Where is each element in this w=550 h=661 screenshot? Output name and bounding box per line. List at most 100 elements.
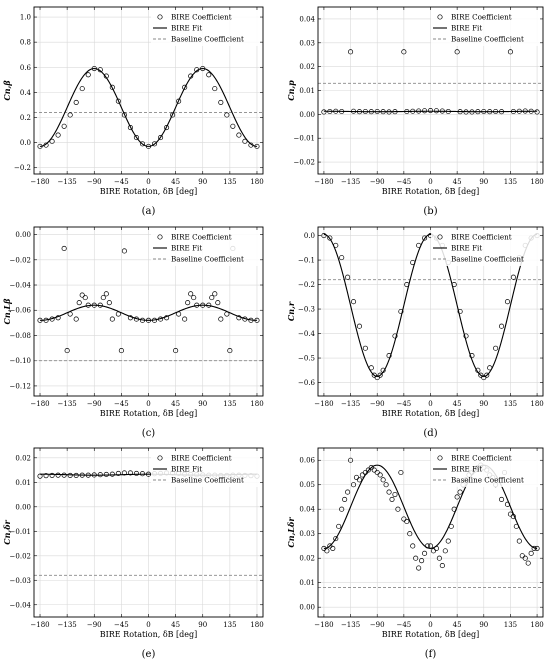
data-point bbox=[339, 108, 345, 115]
x-tick-label: 180 bbox=[250, 178, 263, 186]
data-point bbox=[327, 235, 333, 241]
data-point bbox=[91, 302, 97, 308]
data-point bbox=[356, 323, 362, 329]
data-point bbox=[327, 108, 333, 115]
x-tick-label: 180 bbox=[250, 621, 263, 629]
subplot-b: −180 −135 −90 −45 0 45 90 135 180 −0.02 −0.01 0.00 0… bbox=[286, 6, 544, 217]
data-point bbox=[475, 109, 481, 115]
data-point bbox=[67, 311, 73, 317]
data-point bbox=[200, 65, 206, 72]
data-point bbox=[516, 108, 522, 114]
data-point bbox=[499, 109, 505, 115]
data-point bbox=[333, 536, 339, 542]
x-tick-label: 0 bbox=[146, 400, 150, 408]
x-tick-label: −135 bbox=[341, 400, 360, 408]
data-point bbox=[218, 316, 224, 322]
plot-frame bbox=[317, 447, 544, 618]
data-point bbox=[43, 473, 49, 479]
data-point bbox=[407, 531, 413, 537]
data-point bbox=[481, 375, 487, 381]
legend-marker-points bbox=[157, 455, 163, 461]
data-point bbox=[37, 143, 43, 149]
data-point bbox=[188, 291, 194, 297]
data-point bbox=[410, 259, 416, 266]
data-point bbox=[348, 49, 354, 55]
data-point bbox=[510, 514, 516, 520]
data-point bbox=[392, 491, 398, 498]
x-tick-label: 0 bbox=[428, 621, 432, 629]
data-point bbox=[436, 555, 442, 561]
data-point bbox=[182, 316, 188, 322]
data-point bbox=[507, 49, 513, 55]
data-point bbox=[55, 315, 61, 321]
x-tick-label: −90 bbox=[87, 400, 102, 408]
data-point bbox=[513, 523, 519, 529]
data-point bbox=[91, 472, 97, 478]
data-point bbox=[457, 489, 463, 495]
x-tick-label: 45 bbox=[171, 400, 180, 408]
x-tick-label: −45 bbox=[396, 178, 411, 186]
data-point bbox=[164, 124, 170, 131]
x-tick-label: −180 bbox=[314, 621, 333, 629]
data-point bbox=[185, 300, 191, 306]
x-axis-label: BIRE Rotation, δB [deg] bbox=[100, 630, 198, 639]
data-point bbox=[439, 563, 445, 569]
data-point bbox=[182, 84, 188, 90]
data-point bbox=[133, 316, 139, 322]
fit-line bbox=[40, 304, 257, 321]
data-point bbox=[79, 472, 85, 478]
y-tick-label: 0.00 bbox=[15, 503, 31, 511]
data-point bbox=[377, 472, 383, 478]
data-point bbox=[100, 295, 106, 301]
data-point bbox=[368, 109, 374, 115]
data-point bbox=[97, 67, 103, 73]
x-tick-label: 135 bbox=[223, 178, 236, 186]
x-tick-label: −90 bbox=[87, 178, 102, 186]
data-point bbox=[43, 317, 49, 323]
y-tick-label: −0.03 bbox=[10, 577, 31, 585]
data-point bbox=[350, 299, 357, 305]
data-point bbox=[139, 141, 146, 147]
y-tick-label: −0.4 bbox=[298, 330, 316, 338]
data-point bbox=[371, 467, 377, 473]
data-point bbox=[419, 558, 425, 564]
data-point bbox=[103, 471, 109, 478]
data-point bbox=[451, 282, 457, 288]
data-point bbox=[109, 471, 115, 477]
x-axis-label: BIRE Rotation, δB [deg] bbox=[382, 630, 480, 639]
data-point bbox=[121, 248, 127, 254]
y-tick-label: 0.8 bbox=[20, 39, 31, 47]
data-point bbox=[173, 348, 179, 354]
x-axis-label: BIRE Rotation, δB [deg] bbox=[100, 409, 198, 418]
data-point bbox=[339, 255, 345, 261]
data-point bbox=[389, 496, 395, 502]
data-point bbox=[380, 109, 386, 115]
data-point bbox=[504, 299, 511, 305]
legend-entry: BIRE Coefficient bbox=[451, 13, 512, 22]
data-point bbox=[254, 143, 260, 149]
x-tick-label: −135 bbox=[58, 621, 77, 629]
data-point bbox=[188, 73, 194, 79]
x-tick-label: 0 bbox=[428, 178, 432, 186]
x-tick-label: 45 bbox=[171, 178, 180, 186]
x-tick-label: 90 bbox=[198, 178, 207, 186]
data-point bbox=[145, 317, 152, 323]
data-point bbox=[76, 300, 82, 306]
x-tick-label: −135 bbox=[58, 400, 77, 408]
x-axis-label: BIRE Rotation, δB [deg] bbox=[382, 409, 480, 418]
x-tick-label: 135 bbox=[223, 621, 236, 629]
data-point bbox=[37, 473, 43, 479]
data-point bbox=[442, 548, 448, 554]
x-tick-label: 180 bbox=[250, 400, 263, 408]
data-point bbox=[451, 506, 457, 512]
data-point bbox=[422, 108, 428, 114]
x-tick-label: −45 bbox=[114, 178, 129, 186]
data-point bbox=[422, 235, 428, 241]
legend-entry: BIRE Fit bbox=[171, 24, 202, 33]
y-tick-label: 0.0 bbox=[304, 232, 315, 240]
data-point bbox=[242, 316, 248, 322]
data-point bbox=[525, 560, 531, 566]
x-tick-label: −180 bbox=[30, 621, 49, 629]
data-point bbox=[145, 143, 152, 149]
